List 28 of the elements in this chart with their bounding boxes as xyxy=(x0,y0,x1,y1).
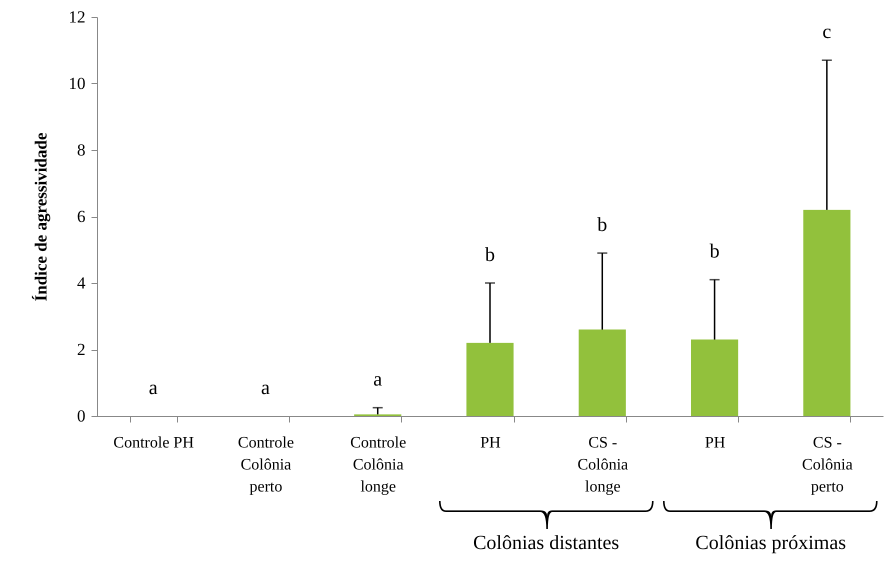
annotation: a xyxy=(148,377,158,399)
x-tick-label: Controle Colônia perto xyxy=(238,434,294,496)
annotation: b xyxy=(485,244,495,266)
text: Colônias próximas xyxy=(695,532,846,555)
y-tick-label: 2 xyxy=(77,340,86,359)
y-axis-title: Índice de agressividade xyxy=(32,132,50,302)
annotation: a xyxy=(373,368,382,391)
y-tick-label: 12 xyxy=(68,8,86,26)
annotation: a xyxy=(260,377,270,399)
x-tick-label: CS - Colônia longe xyxy=(577,434,628,496)
annotation: b xyxy=(710,240,720,263)
bar xyxy=(690,340,738,416)
bar xyxy=(803,210,850,416)
x-tick-label: PH xyxy=(480,434,502,452)
annotation: c xyxy=(822,21,832,44)
x-tick-label: Controle Colônia longe xyxy=(350,434,406,496)
bar xyxy=(466,342,514,416)
y-tick-label: 6 xyxy=(77,207,86,226)
text: Colônias distantes xyxy=(473,532,620,555)
y-tick-label: 0 xyxy=(77,406,86,426)
y-tick-label: 10 xyxy=(68,74,86,93)
x-tick-label: PH xyxy=(704,434,726,452)
annotation: b xyxy=(597,214,608,236)
y-tick-label: 4 xyxy=(77,274,86,292)
x-tick-label: CS - Colônia perto xyxy=(802,434,853,496)
bar xyxy=(578,330,626,416)
x-tick-label: Controle PH xyxy=(113,434,194,452)
y-tick-label: 8 xyxy=(77,140,86,160)
